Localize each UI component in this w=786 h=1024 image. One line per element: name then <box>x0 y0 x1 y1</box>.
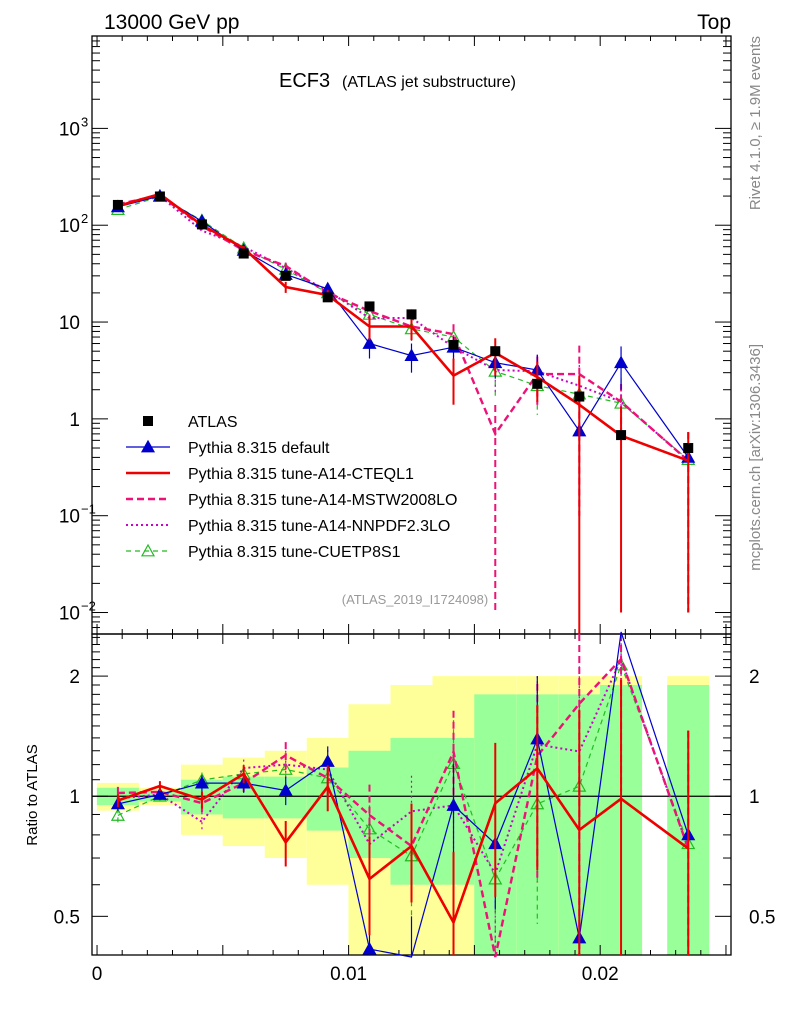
y-tick-label: 10 <box>59 507 80 528</box>
series-point <box>194 775 209 789</box>
y-tick-label-exponent: 3 <box>81 114 88 129</box>
data-point <box>280 270 291 281</box>
data-point <box>322 292 333 303</box>
legend: ATLAS Pythia 8.315 default Pythia 8.315 tu… <box>126 414 457 561</box>
series-line <box>117 663 689 881</box>
series-point <box>110 808 125 821</box>
series-line <box>117 631 689 958</box>
data-point <box>616 430 627 441</box>
series-line <box>117 195 689 461</box>
x-tick-label: 0.01 <box>330 964 367 985</box>
series-point <box>362 941 377 955</box>
data-point <box>112 199 123 210</box>
series-line <box>117 766 689 926</box>
series-a14cteq-main <box>116 192 690 634</box>
side-label-mcplots: mcplots.cern.ch [arXiv:1306.3436] <box>747 344 764 571</box>
y-tick-label: 10 <box>59 313 80 334</box>
chart-title: ECF3 <box>279 70 330 92</box>
series-line <box>117 195 689 458</box>
data-point <box>406 309 417 320</box>
series-data <box>112 191 694 454</box>
series-point <box>278 762 293 775</box>
series-point <box>404 348 419 362</box>
data-point <box>683 443 694 454</box>
y-tick-label-exponent: −2 <box>81 599 96 614</box>
y-tick-label: 10 <box>59 216 80 237</box>
legend-marker <box>143 416 153 426</box>
series-point <box>446 798 461 811</box>
legend-marker <box>140 439 156 453</box>
data-point <box>238 248 249 259</box>
series-line <box>117 656 690 958</box>
y-tick-label: 1 <box>69 410 80 431</box>
legend-label: Pythia 8.315 default <box>188 440 330 457</box>
x-tick-label: 0 <box>92 964 103 985</box>
series-default-main <box>110 188 696 634</box>
legend-marker <box>140 543 156 557</box>
chart-subtitle: (ATLAS jet substructure) <box>342 74 516 91</box>
legend-label: ATLAS <box>188 414 238 431</box>
ratio-y-axis-label: Ratio to ATLAS <box>24 744 41 845</box>
ratio-y-tick-label: 2 <box>69 667 80 688</box>
data-point <box>154 191 165 202</box>
side-label-rivet: Rivet 4.1.0, ≥ 1.9M events <box>747 36 764 210</box>
ratio-y-tick-label-right: 2 <box>749 667 760 688</box>
data-point <box>574 391 585 402</box>
series-a14cteq-ratio <box>116 679 690 955</box>
data-point <box>196 219 207 230</box>
header-category-label: Top <box>697 11 731 34</box>
y-tick-label: 10 <box>59 604 80 625</box>
series-point <box>362 336 377 349</box>
series-layer <box>110 188 696 958</box>
x-tick-label: 0.02 <box>582 964 619 985</box>
legend-label: Pythia 8.315 tune-A14-MSTW2008LO <box>188 492 457 509</box>
series-line <box>117 192 689 462</box>
analysis-watermark: (ATLAS_2019_I1724098) <box>342 592 488 607</box>
ratio-y-tick-label: 1 <box>69 787 80 808</box>
series-point <box>614 355 629 369</box>
ratio-y-tick-label-right: 0.5 <box>749 907 775 928</box>
data-point <box>448 339 459 350</box>
header-process-label: 13000 GeV pp <box>104 11 239 34</box>
legend-label: Pythia 8.315 tune-CUETP8S1 <box>188 544 401 561</box>
series-line <box>117 656 690 876</box>
y-tick-label-exponent: 2 <box>81 211 88 226</box>
ratio-y-tick-label: 0.5 <box>54 907 80 928</box>
series-point <box>152 787 167 800</box>
ratio-y-tick-label-right: 1 <box>749 787 760 808</box>
data-uncertainty-bands <box>96 676 710 955</box>
legend-label: Pythia 8.315 tune-A14-CTEQL1 <box>188 466 414 483</box>
series-line <box>117 195 689 462</box>
y-tick-label: 10 <box>59 119 80 140</box>
data-point <box>364 301 375 312</box>
series-point <box>278 783 293 796</box>
y-tick-label-exponent: −1 <box>81 502 96 517</box>
data-point <box>532 378 543 389</box>
legend-label: Pythia 8.315 tune-A14-NNPDF2.3LO <box>188 518 450 535</box>
data-point <box>490 346 501 357</box>
